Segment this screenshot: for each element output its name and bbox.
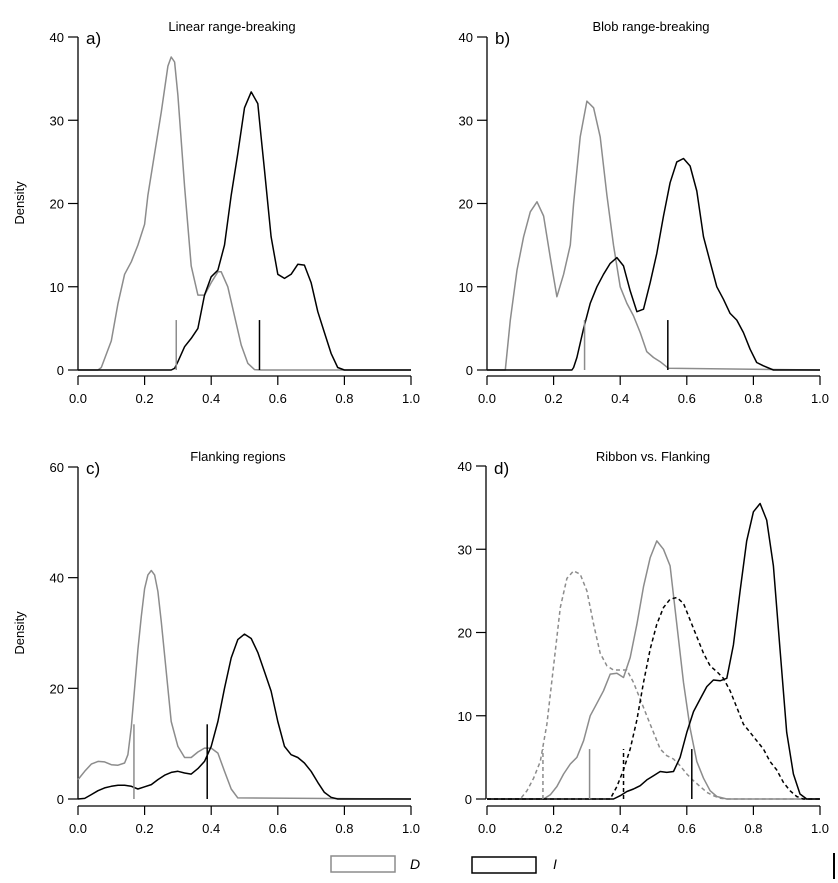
density-line-i (487, 157, 820, 371)
y-tick-label: 40 (458, 459, 472, 474)
x-tick-label: 0.4 (202, 821, 220, 836)
x-tick-label: 0.8 (335, 821, 353, 836)
y-tick-label: 40 (50, 571, 64, 586)
y-tick-label: 40 (50, 30, 64, 45)
y-tick-label: 0 (57, 363, 64, 378)
panel-c: Flanking regions c) Density 0 20 40 60 0.0 0.… (12, 449, 420, 836)
x-tick-label: 1.0 (811, 391, 829, 406)
panel-title: Ribbon vs. Flanking (596, 449, 710, 464)
panel-letter: a) (86, 29, 101, 48)
y-axis-label: Density (12, 611, 27, 655)
y-tick-label: 20 (50, 197, 64, 212)
y-tick-label: 30 (458, 542, 472, 557)
x-tick-label: 1.0 (811, 821, 829, 836)
panel-letter: d) (494, 459, 509, 478)
x-tick-label: 0.6 (269, 821, 287, 836)
panel-title: Flanking regions (190, 449, 286, 464)
x-tick-label: 0.2 (136, 821, 154, 836)
x-tick-label: 0.6 (678, 391, 696, 406)
y-tick-label: 10 (458, 709, 472, 724)
y-tick-label: 0 (465, 792, 472, 807)
density-line-i (77, 633, 411, 800)
density-line-i (78, 91, 411, 371)
y-tick-label: 30 (459, 113, 473, 128)
density-line-d-dashed (487, 570, 820, 800)
y-tick-label: 30 (50, 113, 64, 128)
y-tick-label: 0 (466, 363, 473, 378)
x-tick-label: 0.4 (611, 391, 629, 406)
x-tick-label: 1.0 (402, 821, 420, 836)
density-line-i-dashed (487, 596, 820, 800)
x-tick-label: 0.0 (478, 821, 496, 836)
x-tick-label: 0.2 (545, 821, 563, 836)
x-tick-label: 0.6 (678, 821, 696, 836)
x-tick-label: 0.8 (744, 821, 762, 836)
x-tick-label: 0.4 (611, 821, 629, 836)
legend: D I (330, 853, 835, 879)
density-line-d (487, 540, 820, 800)
x-tick-label: 0.8 (335, 391, 353, 406)
x-tick-label: 0.2 (136, 391, 154, 406)
density-line-d (78, 56, 411, 371)
legend-label-i: I (553, 856, 557, 872)
x-tick-label: 0.0 (69, 391, 87, 406)
density-line-d (487, 100, 821, 371)
panel-d: Ribbon vs. Flanking d) 0 10 20 30 40 0.0 0.2 0.… (458, 449, 830, 836)
y-axis-label: Density (12, 181, 27, 225)
density-line-i (487, 502, 820, 800)
x-tick-label: 1.0 (402, 391, 420, 406)
legend-swatch-i (471, 856, 537, 874)
y-tick-label: 0 (57, 792, 64, 807)
legend-swatch-d (330, 855, 396, 873)
y-tick-label: 10 (50, 280, 64, 295)
panel-letter: b) (495, 29, 510, 48)
y-tick-label: 10 (459, 280, 473, 295)
y-tick-label: 20 (459, 197, 473, 212)
panel-title: Blob range-breaking (592, 19, 709, 34)
panel-b: Blob range-breaking b) 0 10 20 30 40 0.0 0.2 0.… (459, 19, 830, 406)
y-tick-label: 60 (50, 460, 64, 475)
x-tick-label: 0.0 (478, 391, 496, 406)
x-tick-label: 0.6 (269, 391, 287, 406)
x-tick-label: 0.4 (202, 391, 220, 406)
y-tick-label: 40 (459, 30, 473, 45)
panel-a: Linear range-breaking a) Density 0 10 20 30… (12, 19, 420, 406)
legend-label-d: D (410, 856, 420, 872)
y-tick-label: 20 (50, 681, 64, 696)
x-tick-label: 0.0 (69, 821, 87, 836)
y-tick-label: 20 (458, 626, 472, 641)
density-line-d (77, 569, 412, 800)
panel-title: Linear range-breaking (168, 19, 295, 34)
panel-letter: c) (86, 459, 100, 478)
x-tick-label: 0.2 (545, 391, 563, 406)
x-tick-label: 0.8 (744, 391, 762, 406)
